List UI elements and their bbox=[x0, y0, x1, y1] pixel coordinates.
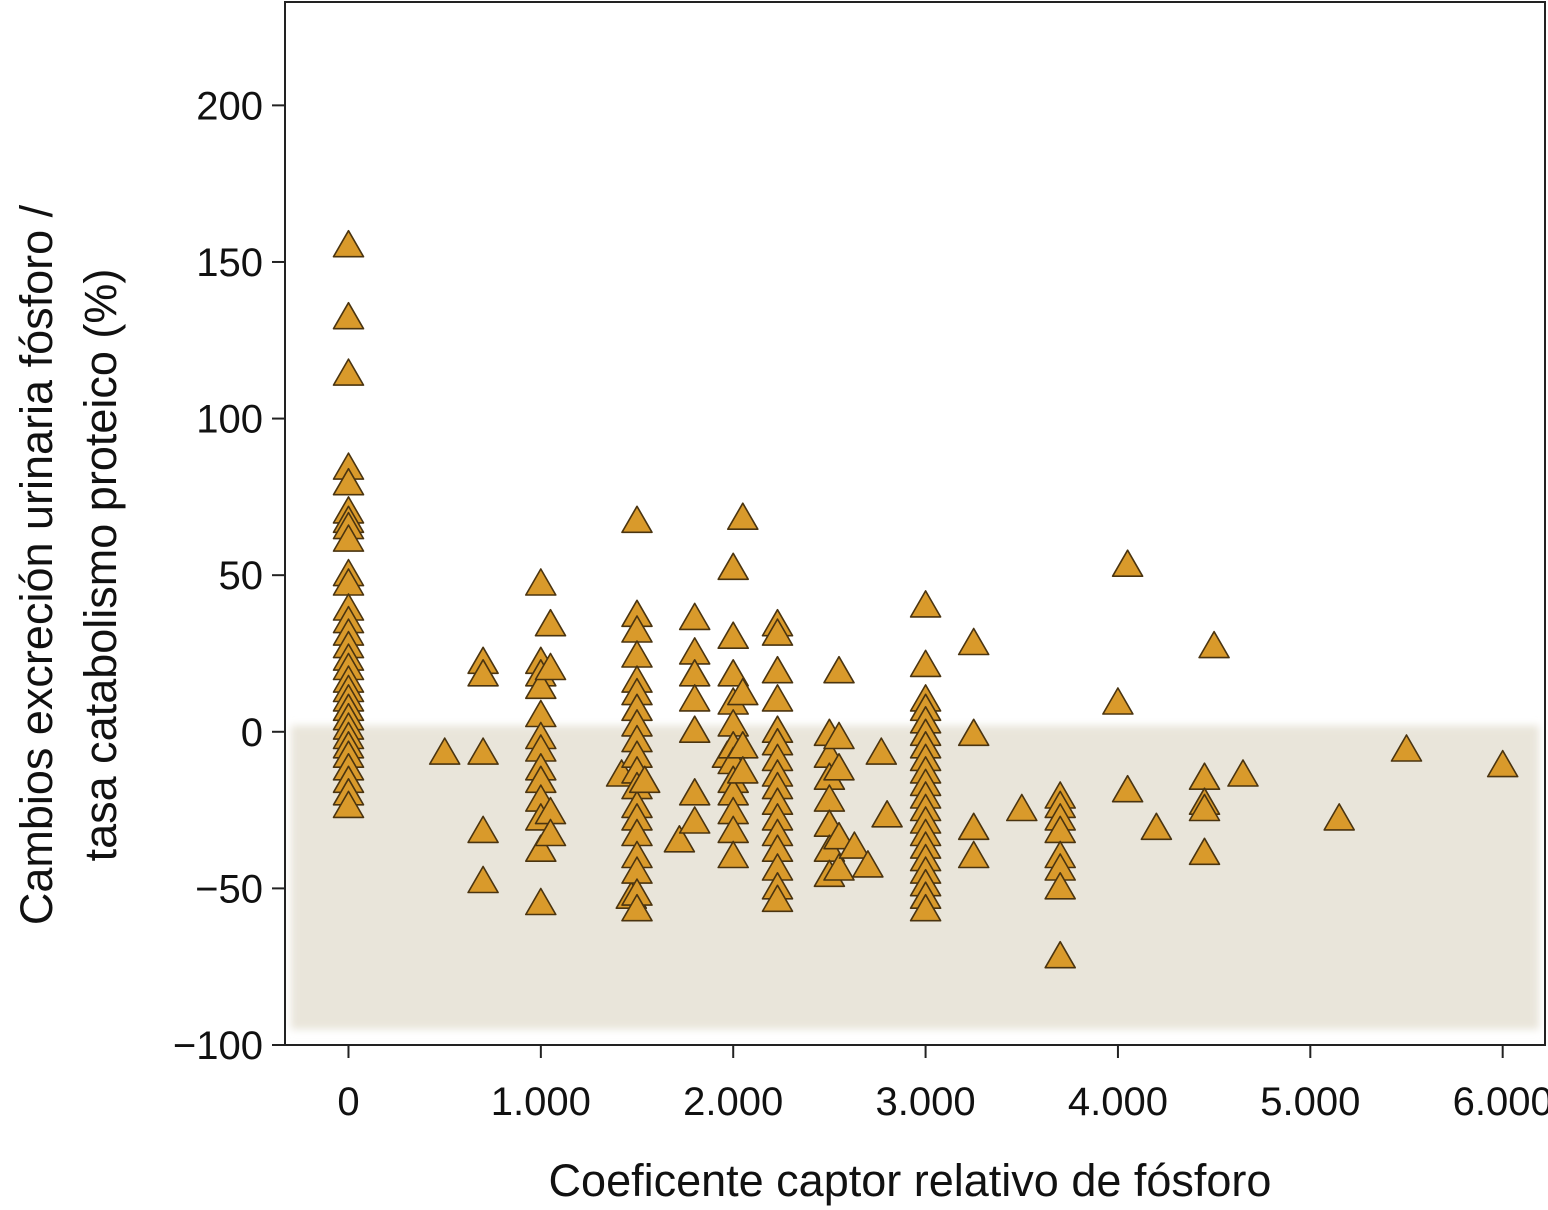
data-point bbox=[717, 552, 750, 581]
y-tick-label: 200 bbox=[196, 84, 263, 128]
x-tick-label: 2.000 bbox=[683, 1080, 783, 1124]
data-points bbox=[332, 229, 1519, 969]
data-point bbox=[1044, 871, 1076, 900]
x-axis-title: Coeficente captor relativo de fósforo bbox=[549, 1155, 1272, 1206]
data-point bbox=[467, 737, 499, 765]
data-point bbox=[467, 815, 499, 844]
data-point bbox=[909, 893, 942, 922]
data-point bbox=[534, 608, 567, 637]
data-point bbox=[332, 524, 365, 552]
data-point bbox=[524, 671, 557, 700]
data-point bbox=[1111, 549, 1144, 578]
data-point bbox=[332, 358, 365, 386]
data-point bbox=[1323, 803, 1355, 831]
data-point bbox=[663, 824, 696, 853]
y-tick-label: 50 bbox=[219, 554, 264, 598]
data-point bbox=[332, 301, 365, 330]
data-point bbox=[717, 621, 750, 650]
data-point bbox=[761, 684, 794, 712]
y-axis-title-line2: tasa catabolismo proteico (%) bbox=[75, 269, 126, 862]
x-tick-label: 4.000 bbox=[1068, 1080, 1168, 1124]
y-tick-label: −100 bbox=[173, 1024, 263, 1068]
data-point bbox=[823, 721, 855, 750]
data-point bbox=[1390, 734, 1423, 762]
data-point bbox=[628, 765, 661, 794]
data-point bbox=[467, 658, 499, 687]
data-point bbox=[678, 715, 711, 744]
data-point bbox=[1227, 759, 1259, 787]
data-point bbox=[1044, 940, 1076, 969]
data-point bbox=[871, 799, 903, 828]
data-point bbox=[957, 812, 990, 841]
data-point bbox=[678, 806, 711, 834]
data-point bbox=[726, 677, 759, 706]
plot-frame bbox=[284, 1, 1546, 1046]
x-axis-ticks: 0 1.000 2.000 3.000 4.000 5.000 6.000 bbox=[337, 1045, 1548, 1124]
y-axis-ticks: −100 −50 0 50 100 150 200 bbox=[173, 84, 285, 1068]
data-point bbox=[957, 718, 990, 747]
data-point bbox=[957, 627, 990, 656]
data-point bbox=[621, 893, 653, 922]
data-point bbox=[524, 887, 557, 916]
data-point bbox=[678, 777, 711, 806]
data-point bbox=[621, 640, 653, 668]
data-point bbox=[1188, 837, 1221, 866]
data-point bbox=[1188, 793, 1221, 822]
data-point bbox=[524, 834, 557, 863]
x-tick-label: 5.000 bbox=[1260, 1080, 1360, 1124]
data-point bbox=[852, 850, 884, 878]
data-point bbox=[1102, 687, 1134, 715]
data-point bbox=[823, 655, 855, 684]
data-point bbox=[428, 737, 461, 765]
y-tick-label: 0 bbox=[241, 711, 263, 755]
data-point bbox=[823, 752, 855, 781]
axes-layer bbox=[284, 1, 1546, 1046]
data-point bbox=[534, 652, 567, 681]
data-point bbox=[957, 840, 990, 869]
y-tick-label: 150 bbox=[196, 241, 263, 285]
data-point bbox=[761, 884, 794, 913]
data-point bbox=[909, 649, 942, 678]
data-point bbox=[1198, 630, 1230, 659]
data-point bbox=[1486, 749, 1519, 778]
x-tick-label: 0 bbox=[337, 1080, 359, 1124]
x-tick-label: 6.000 bbox=[1453, 1080, 1548, 1124]
data-point bbox=[534, 818, 567, 847]
data-point bbox=[761, 618, 794, 646]
data-point bbox=[717, 840, 750, 869]
data-point bbox=[726, 756, 759, 784]
data-point bbox=[1111, 774, 1144, 803]
data-point bbox=[467, 865, 499, 894]
y-tick-label: 100 bbox=[196, 398, 263, 442]
x-tick-label: 1.000 bbox=[491, 1080, 591, 1124]
data-point bbox=[678, 684, 711, 712]
data-point bbox=[678, 602, 711, 631]
data-point bbox=[838, 831, 871, 859]
y-tick-label: −50 bbox=[195, 867, 263, 911]
data-point bbox=[332, 467, 365, 496]
data-point bbox=[823, 821, 855, 850]
data-point bbox=[726, 502, 759, 531]
y-axis-title-line1: Cambios excreción urinaria fósforo / bbox=[11, 204, 62, 925]
data-point bbox=[332, 229, 365, 258]
data-point bbox=[823, 853, 855, 881]
data-point bbox=[1140, 812, 1173, 841]
data-point bbox=[865, 737, 898, 765]
data-point bbox=[717, 658, 750, 687]
data-point bbox=[332, 790, 365, 819]
data-point bbox=[761, 655, 794, 684]
data-point bbox=[1005, 793, 1038, 822]
data-point bbox=[524, 568, 557, 596]
data-point bbox=[621, 505, 653, 534]
data-point bbox=[909, 590, 942, 618]
x-tick-label: 3.000 bbox=[876, 1080, 976, 1124]
